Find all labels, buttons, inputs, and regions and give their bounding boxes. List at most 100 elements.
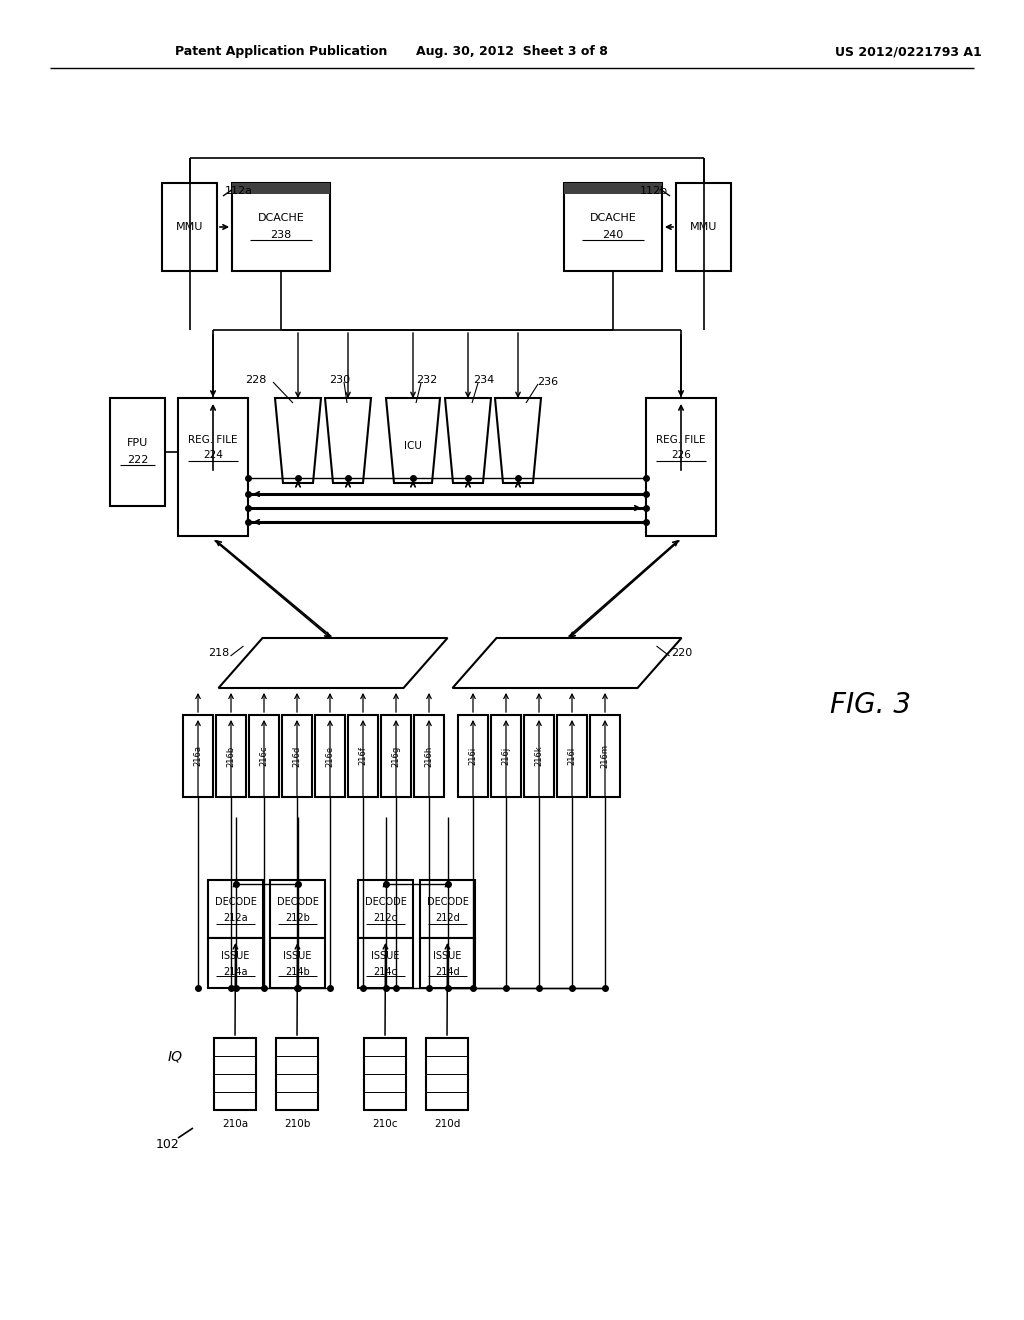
- Polygon shape: [495, 399, 541, 483]
- Text: 232: 232: [417, 375, 437, 385]
- Bar: [270, 939, 325, 987]
- Text: 216b: 216b: [226, 746, 236, 767]
- Bar: [381, 715, 411, 797]
- Bar: [208, 939, 263, 987]
- Text: 222: 222: [127, 455, 148, 465]
- Text: 112b: 112b: [640, 186, 668, 195]
- Bar: [315, 715, 345, 797]
- Text: 214a: 214a: [223, 968, 248, 977]
- Text: MMU: MMU: [690, 222, 717, 232]
- Text: 216c: 216c: [259, 746, 268, 766]
- Text: MMU: MMU: [176, 222, 203, 232]
- Text: 230: 230: [330, 375, 350, 385]
- Bar: [426, 1038, 468, 1110]
- Text: 214d: 214d: [435, 968, 460, 977]
- Text: 216k: 216k: [535, 746, 544, 767]
- Bar: [364, 1038, 406, 1110]
- Text: DECODE: DECODE: [215, 898, 256, 907]
- Bar: [414, 715, 444, 797]
- Text: 216f: 216f: [358, 747, 368, 766]
- Text: ISSUE: ISSUE: [433, 950, 462, 961]
- Bar: [214, 1038, 256, 1110]
- Bar: [249, 715, 279, 797]
- Polygon shape: [445, 399, 490, 483]
- Bar: [557, 715, 587, 797]
- Text: 218: 218: [208, 648, 229, 657]
- Text: 224: 224: [203, 450, 223, 459]
- Bar: [183, 715, 213, 797]
- Text: Aug. 30, 2012  Sheet 3 of 8: Aug. 30, 2012 Sheet 3 of 8: [416, 45, 608, 58]
- Text: 228: 228: [246, 375, 266, 385]
- Bar: [232, 183, 330, 271]
- Text: 216d: 216d: [293, 746, 301, 767]
- Text: 216h: 216h: [425, 746, 433, 767]
- Text: 102: 102: [156, 1138, 180, 1151]
- Text: 214b: 214b: [285, 968, 310, 977]
- Text: 214c: 214c: [374, 968, 397, 977]
- Text: REG. FILE: REG. FILE: [656, 436, 706, 445]
- Bar: [348, 715, 378, 797]
- Polygon shape: [325, 399, 371, 483]
- Text: DCACHE: DCACHE: [590, 213, 636, 223]
- Bar: [458, 715, 488, 797]
- Text: 238: 238: [270, 230, 292, 240]
- Bar: [564, 183, 662, 271]
- Bar: [232, 183, 330, 194]
- Text: ISSUE: ISSUE: [221, 950, 250, 961]
- Text: 212d: 212d: [435, 913, 460, 923]
- Text: ICU: ICU: [404, 441, 422, 451]
- Bar: [420, 939, 475, 987]
- Text: FPU: FPU: [127, 438, 148, 447]
- Text: 212b: 212b: [285, 913, 310, 923]
- Bar: [282, 715, 312, 797]
- Bar: [358, 880, 413, 939]
- Text: 210b: 210b: [284, 1119, 310, 1129]
- Text: ISSUE: ISSUE: [372, 950, 399, 961]
- Bar: [208, 880, 263, 939]
- Text: 216m: 216m: [600, 744, 609, 768]
- Text: 112a: 112a: [225, 186, 253, 195]
- Text: 240: 240: [602, 230, 624, 240]
- Text: 216e: 216e: [326, 746, 335, 767]
- Text: IQ: IQ: [168, 1049, 182, 1063]
- Text: 226: 226: [671, 450, 691, 459]
- Bar: [270, 880, 325, 939]
- Bar: [676, 183, 731, 271]
- Text: 216g: 216g: [391, 746, 400, 767]
- Bar: [276, 1038, 318, 1110]
- Text: 216l: 216l: [567, 747, 577, 766]
- Text: REG. FILE: REG. FILE: [188, 436, 238, 445]
- Bar: [490, 715, 521, 797]
- Polygon shape: [386, 399, 440, 483]
- Text: 220: 220: [671, 648, 692, 657]
- Bar: [420, 880, 475, 939]
- Bar: [178, 399, 248, 536]
- Text: DECODE: DECODE: [365, 898, 407, 907]
- Text: 216j: 216j: [502, 747, 511, 766]
- Text: FIG. 3: FIG. 3: [829, 690, 910, 719]
- Text: 210d: 210d: [434, 1119, 460, 1129]
- Bar: [590, 715, 620, 797]
- Bar: [564, 183, 662, 194]
- Text: 212c: 212c: [374, 913, 397, 923]
- Bar: [524, 715, 554, 797]
- Text: 216i: 216i: [469, 747, 477, 766]
- Bar: [162, 183, 217, 271]
- Bar: [110, 399, 165, 506]
- Bar: [358, 939, 413, 987]
- Bar: [216, 715, 246, 797]
- Text: 210a: 210a: [222, 1119, 248, 1129]
- Text: 210c: 210c: [373, 1119, 397, 1129]
- Text: DECODE: DECODE: [427, 898, 468, 907]
- Text: DCACHE: DCACHE: [258, 213, 304, 223]
- Polygon shape: [218, 638, 447, 688]
- Text: 236: 236: [538, 378, 558, 387]
- Polygon shape: [275, 399, 321, 483]
- Polygon shape: [453, 638, 682, 688]
- Text: 212a: 212a: [223, 913, 248, 923]
- Bar: [646, 399, 716, 536]
- Text: 216a: 216a: [194, 746, 203, 767]
- Text: ISSUE: ISSUE: [284, 950, 311, 961]
- Text: US 2012/0221793 A1: US 2012/0221793 A1: [835, 45, 982, 58]
- Text: DECODE: DECODE: [276, 898, 318, 907]
